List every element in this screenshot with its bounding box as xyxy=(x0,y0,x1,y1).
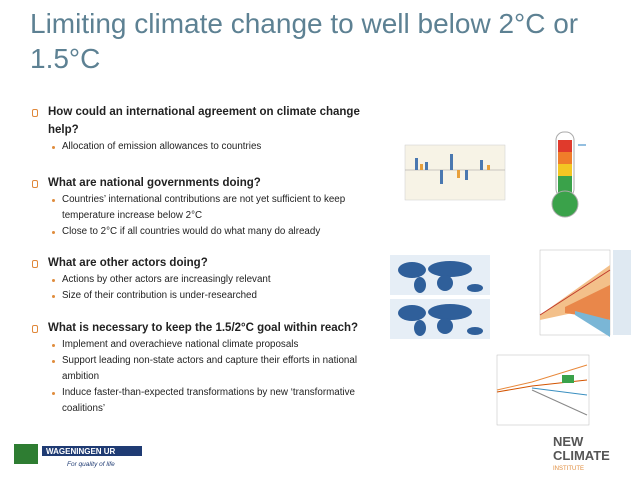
logo-text: NEW xyxy=(553,434,584,449)
section: What are national governments doing? Cou… xyxy=(30,174,390,240)
heading: What are national governments doing? xyxy=(30,174,390,192)
bullet: Size of their contribution is under-rese… xyxy=(30,288,390,304)
newclimate-logo: NEW CLIMATE INSTITUTE xyxy=(553,434,610,472)
pathway-chart-thumbnail xyxy=(539,249,631,337)
bar-chart-thumbnail xyxy=(404,144,506,201)
section: How could an international agreement on … xyxy=(30,103,390,155)
bullet: Countries’ international contributions a… xyxy=(30,192,390,224)
line-chart-thumbnail xyxy=(496,354,590,426)
section: What is necessary to keep the 1.5/2°C go… xyxy=(30,319,390,417)
map-thumbnail xyxy=(390,255,490,339)
logo-text: INSTITUTE xyxy=(553,466,584,472)
slide-title: Limiting climate change to well below 2°… xyxy=(30,8,579,74)
bullet: Allocation of emission allowances to cou… xyxy=(30,139,390,155)
heading: How could an international agreement on … xyxy=(30,103,390,139)
section: What are other actors doing? Actions by … xyxy=(30,254,390,304)
logo-text: CLIMATE xyxy=(553,448,610,463)
heading: What are other actors doing? xyxy=(30,254,390,272)
bullet: Actions by other actors are increasingly… xyxy=(30,272,390,288)
thermometer-thumbnail xyxy=(551,131,586,218)
bullet: Implement and overachieve national clima… xyxy=(30,337,390,353)
heading: What is necessary to keep the 1.5/2°C go… xyxy=(30,319,390,337)
bullet: Support leading non-state actors and cap… xyxy=(30,353,390,385)
wageningen-logo: WAGENINGEN UR For quality of life xyxy=(14,444,142,468)
bullet: Close to 2°C if all countries would do w… xyxy=(30,224,390,240)
logo-tagline: For quality of life xyxy=(67,461,115,468)
bullet: Induce faster-than-expected transformati… xyxy=(30,385,390,417)
logo-text: WAGENINGEN UR xyxy=(46,447,116,456)
